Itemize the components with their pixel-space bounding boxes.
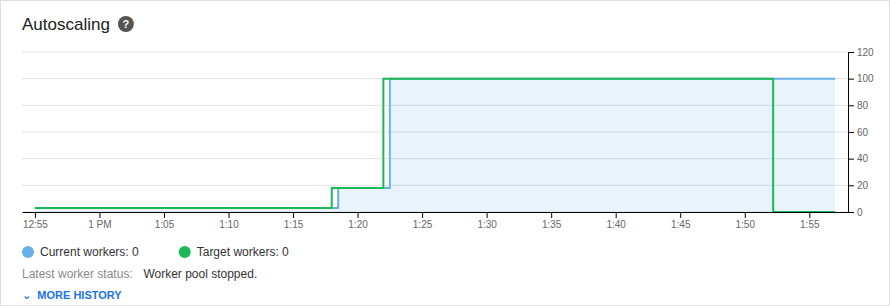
y-tick-mark xyxy=(848,185,854,186)
y-tick-label: 120 xyxy=(857,47,874,58)
line xyxy=(35,79,835,208)
line xyxy=(35,79,835,212)
y-tick-mark xyxy=(848,52,854,53)
x-tick-label: 1:35 xyxy=(542,219,562,230)
x-tick-mark xyxy=(422,212,423,218)
y-axis: 0 20 40 60 80 100 120 xyxy=(848,47,874,218)
more-history-link[interactable]: ⌄ MORE HISTORY xyxy=(22,289,122,301)
legend-swatch xyxy=(22,246,34,258)
y-tick-mark xyxy=(848,159,854,160)
y-tick-label: 0 xyxy=(857,207,863,218)
y-tick: 120 xyxy=(848,47,874,58)
x-tick: 1:55 xyxy=(800,212,820,230)
y-tick: 60 xyxy=(848,127,869,138)
status-label: Latest worker status: xyxy=(22,267,133,281)
x-tick: 1:35 xyxy=(542,212,562,230)
legend-swatch xyxy=(179,246,191,258)
y-tick: 0 xyxy=(848,207,863,218)
x-tick-label: 1:25 xyxy=(413,219,433,230)
x-tick-mark xyxy=(551,212,552,218)
x-tick-label: 12:55 xyxy=(23,219,48,230)
plot-area xyxy=(35,79,835,212)
x-tick-label: 1:55 xyxy=(800,219,820,230)
x-tick-mark xyxy=(164,212,165,218)
x-tick-label: 1:45 xyxy=(671,219,691,230)
x-tick-mark xyxy=(229,212,230,218)
x-tick-mark xyxy=(487,212,488,218)
y-tick-mark xyxy=(848,79,854,80)
grid xyxy=(22,52,848,212)
x-tick-mark xyxy=(616,212,617,218)
y-tick-label: 100 xyxy=(857,73,874,84)
x-tick-label: 1:30 xyxy=(477,219,497,230)
x-tick: 1:25 xyxy=(413,212,433,230)
legend-item: Target workers: 0 xyxy=(179,245,289,259)
x-tick-label: 1:50 xyxy=(736,219,756,230)
status-value: Worker pool stopped. xyxy=(137,267,258,281)
x-tick-mark xyxy=(745,212,746,218)
legend-item: Current workers: 0 xyxy=(22,245,139,259)
x-tick: 1:30 xyxy=(477,212,497,230)
y-tick: 100 xyxy=(848,73,874,84)
x-tick-mark xyxy=(99,212,100,218)
y-tick: 20 xyxy=(848,180,869,191)
y-tick-label: 20 xyxy=(857,180,869,191)
grid-line xyxy=(22,52,848,53)
x-tick: 1:15 xyxy=(284,212,304,230)
x-tick-mark xyxy=(293,212,294,218)
x-tick-label: 1:20 xyxy=(348,219,368,230)
y-tick-label: 80 xyxy=(857,100,869,111)
x-tick: 1:40 xyxy=(606,212,626,230)
x-tick-label: 1 PM xyxy=(88,219,111,230)
y-tick: 80 xyxy=(848,100,869,111)
y-tick-mark xyxy=(848,132,854,133)
x-tick: 1:50 xyxy=(736,212,756,230)
x-tick-mark xyxy=(809,212,810,218)
legend-label: Target workers: 0 xyxy=(197,245,289,259)
help-icon-label[interactable]: ? xyxy=(123,18,130,30)
y-tick-label: 40 xyxy=(857,153,869,164)
y-tick-mark xyxy=(848,105,854,106)
x-tick: 1:45 xyxy=(671,212,691,230)
help-icon[interactable] xyxy=(118,16,134,32)
x-tick: 12:55 xyxy=(23,212,48,230)
legend: Current workers: 0 Target workers: 0 xyxy=(22,245,289,259)
y-tick-mark xyxy=(848,212,854,213)
x-tick: 1:10 xyxy=(219,212,239,230)
title: Autoscaling xyxy=(22,15,110,34)
y-tick-label: 60 xyxy=(857,127,869,138)
x-tick: 1 PM xyxy=(88,212,111,230)
chart: Autoscaling? 12:55 1 PM 1:05 1:10 1:15 1:20 1:2… xyxy=(0,0,890,306)
x-tick: 1:05 xyxy=(155,212,175,230)
x-axis: 12:55 1 PM 1:05 1:10 1:15 1:20 1:25 1:30 1:35 1:4… xyxy=(23,212,849,230)
x-tick-mark xyxy=(358,212,359,218)
x-tick-label: 1:40 xyxy=(606,219,626,230)
x-tick-mark xyxy=(35,212,36,218)
x-axis-line xyxy=(23,212,849,213)
frame xyxy=(1,1,890,306)
x-tick-label: 1:15 xyxy=(284,219,304,230)
x-tick: 1:20 xyxy=(348,212,368,230)
x-tick-label: 1:05 xyxy=(155,219,175,230)
y-tick: 40 xyxy=(848,153,869,164)
x-tick-label: 1:10 xyxy=(219,219,239,230)
area xyxy=(35,79,835,212)
x-tick-mark xyxy=(680,212,681,218)
legend-label: Current workers: 0 xyxy=(40,245,139,259)
